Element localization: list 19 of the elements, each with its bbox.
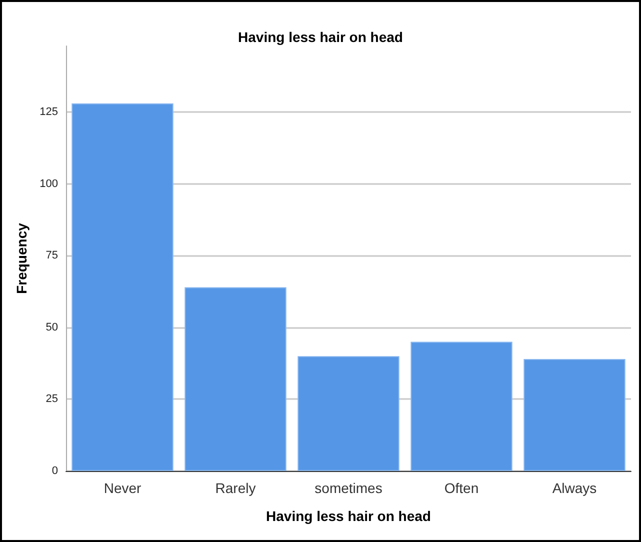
bar (72, 103, 174, 471)
x-tick-label: Never (104, 480, 142, 496)
bar (410, 342, 512, 471)
y-tick-label: 75 (46, 250, 58, 262)
bar (184, 287, 286, 471)
bar (298, 356, 400, 471)
y-tick-label: 0 (52, 465, 58, 477)
bar (524, 359, 626, 471)
y-tick-label: 100 (40, 178, 58, 190)
y-axis-title: Frequency (14, 222, 30, 294)
x-tick-label: Rarely (215, 480, 256, 496)
y-tick-label: 25 (46, 393, 58, 406)
x-tick-label: Always (552, 480, 597, 496)
x-tick-label: Often (444, 480, 479, 496)
chart-title: Having less hair on head (238, 29, 403, 45)
x-axis-title: Having less hair on head (266, 508, 431, 524)
y-tick-label: 50 (46, 321, 58, 334)
x-tick-label: sometimes (314, 480, 382, 496)
y-tick-label: 125 (40, 106, 58, 118)
